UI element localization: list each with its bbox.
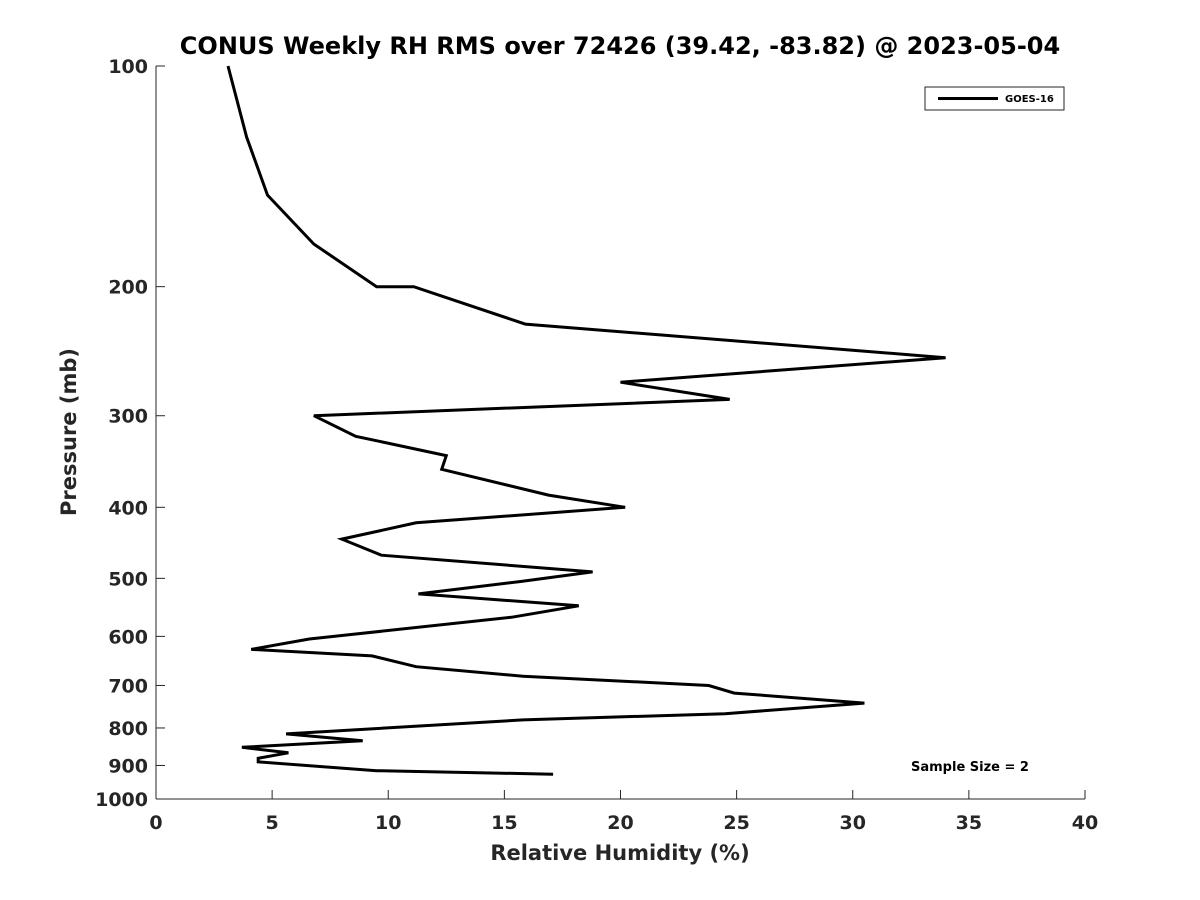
y-tick-label: 300 [108,406,148,428]
series-line-goes-16 [226,65,946,776]
legend: GOES-16 [924,86,1065,111]
x-tick-label: 40 [1072,812,1098,834]
plot-area: 0 5 10 15 20 25 30 35 40 100 200 300 400 500 600 700 800… [95,56,1098,834]
y-tick-label: 400 [108,497,148,519]
x-tick-label: 10 [375,812,401,834]
y-axis-label: Pressure (mb) [57,348,81,516]
x-tick-label: 5 [266,812,279,834]
x-tick-label: 30 [840,812,866,834]
y-tick-label: 700 [108,675,148,697]
y-tick-label: 500 [108,568,148,590]
y-tick-label: 600 [108,626,148,648]
x-tick-label: 20 [607,812,633,834]
x-tick-label: 35 [956,812,982,834]
chart-title: CONUS Weekly RH RMS over 72426 (39.42, -… [180,32,1060,60]
y-tick-label: 200 [108,277,148,299]
sample-size-annotation: Sample Size = 2 [911,760,1029,775]
x-tick-label: 0 [149,812,162,834]
y-tick-label: 800 [108,718,148,740]
y-tick-label: 1000 [95,789,148,811]
y-tick-label: 900 [108,755,148,777]
y-tick-label: 100 [108,56,148,78]
x-tick-label: 15 [491,812,517,834]
x-axis-label: Relative Humidity (%) [490,841,749,865]
x-tick-label: 25 [723,812,749,834]
legend-label-goes-16: GOES-16 [1005,94,1054,105]
